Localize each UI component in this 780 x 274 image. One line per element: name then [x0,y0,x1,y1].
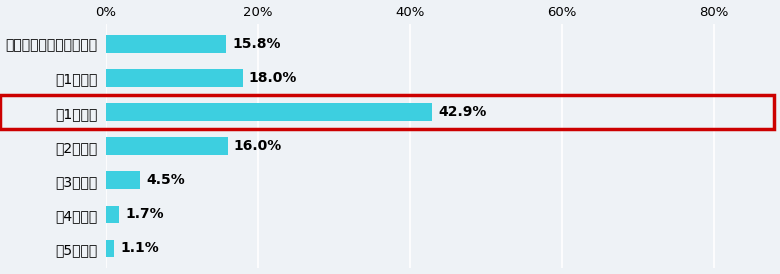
Text: 42.9%: 42.9% [438,105,486,119]
Text: 4.5%: 4.5% [147,173,185,187]
Bar [106,103,432,121]
Bar [0,95,775,129]
Text: 1.7%: 1.7% [125,207,164,221]
Bar [106,206,119,223]
Bar [106,138,228,155]
Text: 18.0%: 18.0% [249,71,297,85]
Text: 16.0%: 16.0% [234,139,282,153]
Bar [106,172,140,189]
Text: 15.8%: 15.8% [232,37,281,51]
Text: 1.1%: 1.1% [120,241,159,255]
Bar [106,69,243,87]
Bar [106,35,226,53]
Bar [106,240,115,257]
